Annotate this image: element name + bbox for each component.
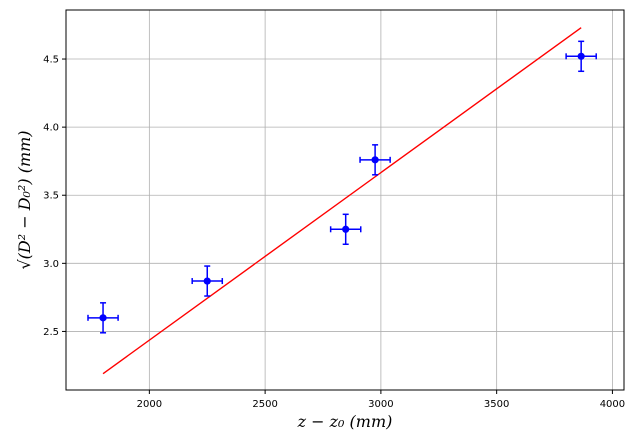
fit-line-group (102, 27, 582, 375)
x-tick-label: 3000 (368, 399, 393, 410)
y-tick-label: 2.5 (43, 327, 59, 338)
data-point (359, 144, 391, 176)
x-tick-label: 3500 (484, 399, 509, 410)
plot-background (66, 10, 624, 390)
data-point (329, 213, 362, 246)
data-points-group (87, 40, 597, 334)
axis-ticks: 2000 2500 3000 3500 4000 2.5 3.0 3.5 4.0 4.5 (43, 55, 625, 410)
x-tick-label: 2000 (137, 399, 162, 410)
y-tick-label: 3.0 (43, 259, 59, 270)
plot-frame (65, 9, 625, 391)
grid (66, 10, 624, 390)
data-point (191, 265, 224, 297)
data-marker (203, 277, 211, 285)
data-marker (577, 52, 585, 60)
y-tick-label: 4.5 (43, 55, 59, 66)
y-tick-label: 4.0 (43, 123, 59, 134)
data-point (565, 40, 597, 73)
y-axis-label: √(D² − D₀²) (mm) (15, 130, 34, 269)
data-marker (99, 314, 107, 322)
data-point (87, 302, 119, 334)
data-marker (371, 156, 379, 164)
y-tick-label: 3.5 (43, 191, 59, 202)
x-tick-label: 2500 (252, 399, 277, 410)
x-tick-label: 4000 (600, 399, 625, 410)
data-marker (342, 225, 350, 233)
x-axis-label: z − z₀ (mm) (297, 412, 393, 431)
fit-line (102, 27, 582, 375)
